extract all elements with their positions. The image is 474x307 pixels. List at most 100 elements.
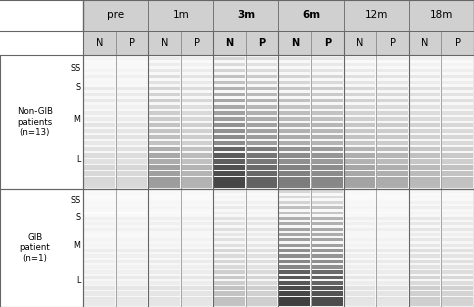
- Bar: [246, 203, 278, 205]
- Text: 18m: 18m: [430, 10, 453, 20]
- Bar: [312, 249, 343, 252]
- Bar: [312, 153, 343, 157]
- Bar: [344, 74, 376, 77]
- Bar: [345, 63, 375, 66]
- Bar: [409, 74, 441, 77]
- Bar: [311, 203, 344, 205]
- Bar: [377, 123, 408, 127]
- Bar: [377, 111, 408, 115]
- Bar: [278, 68, 311, 71]
- Bar: [84, 265, 115, 269]
- Bar: [181, 93, 213, 96]
- Bar: [148, 189, 181, 192]
- Bar: [214, 81, 245, 84]
- Bar: [181, 222, 213, 225]
- Bar: [312, 275, 343, 279]
- Bar: [441, 200, 474, 203]
- Bar: [278, 58, 311, 61]
- Bar: [247, 196, 277, 198]
- Bar: [84, 206, 115, 209]
- Bar: [311, 197, 344, 200]
- Bar: [117, 57, 147, 60]
- Bar: [376, 74, 409, 77]
- Bar: [377, 222, 408, 225]
- Bar: [83, 214, 116, 216]
- Bar: [377, 201, 408, 204]
- Bar: [148, 96, 181, 99]
- Bar: [214, 123, 245, 127]
- Bar: [344, 205, 376, 208]
- Bar: [312, 147, 343, 151]
- Bar: [409, 55, 441, 189]
- Bar: [344, 58, 376, 61]
- Bar: [442, 233, 473, 236]
- Bar: [247, 75, 277, 78]
- Bar: [117, 206, 147, 209]
- Bar: [84, 190, 115, 193]
- Bar: [344, 194, 376, 197]
- Bar: [311, 77, 344, 80]
- Bar: [246, 96, 278, 99]
- Bar: [344, 222, 376, 225]
- Bar: [246, 189, 278, 307]
- Bar: [116, 74, 148, 77]
- Bar: [181, 211, 213, 214]
- Bar: [410, 171, 440, 176]
- Bar: [377, 227, 408, 231]
- Bar: [247, 180, 277, 186]
- Bar: [247, 111, 277, 115]
- Bar: [280, 297, 310, 301]
- Bar: [442, 69, 473, 72]
- Bar: [214, 135, 245, 139]
- Bar: [83, 86, 116, 90]
- Bar: [116, 96, 148, 99]
- Bar: [441, 203, 474, 205]
- Bar: [345, 196, 375, 198]
- Bar: [214, 105, 245, 109]
- Bar: [213, 80, 246, 83]
- Bar: [410, 99, 440, 103]
- Bar: [214, 141, 245, 146]
- Bar: [83, 192, 116, 194]
- Bar: [182, 217, 212, 220]
- Bar: [311, 189, 344, 192]
- Bar: [83, 203, 116, 205]
- Bar: [410, 249, 440, 252]
- Bar: [181, 214, 213, 216]
- Bar: [345, 254, 375, 258]
- Bar: [280, 265, 310, 269]
- Bar: [344, 93, 376, 96]
- Bar: [312, 243, 343, 247]
- Bar: [149, 291, 180, 296]
- Bar: [410, 135, 440, 139]
- Bar: [442, 123, 473, 127]
- Bar: [441, 189, 474, 192]
- Bar: [278, 93, 311, 96]
- Bar: [182, 57, 212, 60]
- Bar: [280, 159, 310, 164]
- Bar: [377, 81, 408, 84]
- Bar: [83, 83, 116, 87]
- Bar: [377, 153, 408, 157]
- Bar: [345, 75, 375, 78]
- Bar: [312, 206, 343, 209]
- Bar: [116, 58, 148, 61]
- Bar: [441, 222, 474, 225]
- Bar: [377, 302, 408, 306]
- Bar: [280, 63, 310, 66]
- Bar: [278, 189, 311, 307]
- Bar: [148, 222, 181, 225]
- Bar: [214, 254, 245, 258]
- Bar: [116, 211, 148, 214]
- Bar: [83, 55, 116, 58]
- Bar: [376, 80, 409, 83]
- Bar: [116, 192, 148, 194]
- Bar: [213, 99, 246, 102]
- Bar: [409, 99, 441, 102]
- Bar: [182, 201, 212, 204]
- Bar: [312, 117, 343, 121]
- Bar: [247, 153, 277, 157]
- Bar: [214, 183, 245, 188]
- Bar: [213, 64, 246, 68]
- Bar: [280, 123, 310, 127]
